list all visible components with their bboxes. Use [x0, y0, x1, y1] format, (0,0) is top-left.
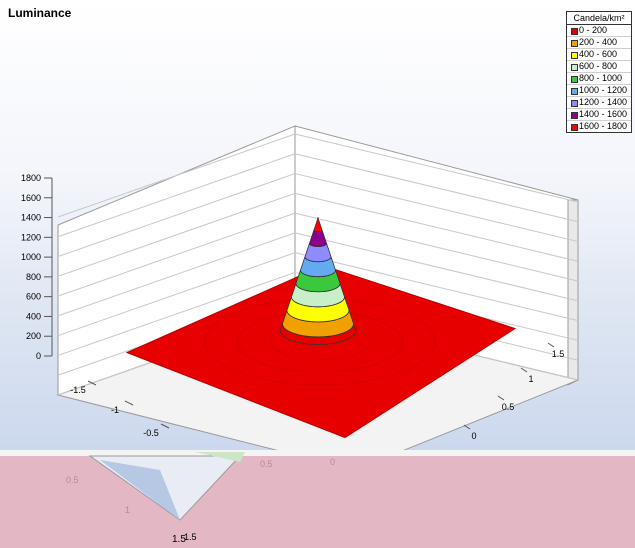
- z-tick-label: 400: [26, 311, 41, 321]
- legend-label: 800 - 1000: [579, 73, 623, 83]
- grid-line-left: [57, 153, 296, 238]
- legend-item: 400 - 600: [567, 48, 631, 60]
- glitch-label: 1.5: [184, 532, 197, 542]
- x-tick-mark: [87, 380, 97, 386]
- legend-label: 1400 - 1600: [579, 109, 628, 119]
- z-tick-label: 1000: [21, 252, 41, 262]
- legend-item: 1200 - 1400: [567, 96, 631, 108]
- grid-line-left: [57, 252, 296, 337]
- legend-swatch: [571, 124, 578, 131]
- z-tick-label: 1400: [21, 213, 41, 223]
- legend-label: 600 - 800: [579, 61, 618, 71]
- glitch-label: 0.5: [260, 459, 273, 469]
- legend-swatch: [571, 100, 578, 107]
- surface-band: [313, 216, 323, 232]
- legend-label: 1000 - 1200: [579, 85, 628, 95]
- y-tick-mark: [520, 367, 528, 373]
- x-tick-label: -1: [111, 405, 119, 415]
- legend-label: 1600 - 1800: [579, 121, 628, 131]
- glitch-band: [0, 450, 635, 548]
- z-tick-label: 1800: [21, 173, 41, 183]
- legend-title: Candela/km²: [567, 12, 631, 25]
- z-tick-label: 600: [26, 292, 41, 302]
- legend-swatch: [571, 40, 578, 47]
- y-tick-label: 1: [528, 374, 533, 384]
- glitch-label: 1.5: [172, 534, 186, 545]
- z-tick-label: 800: [26, 272, 41, 282]
- legend-item: 1600 - 1800: [567, 120, 631, 132]
- grid-line-right: [294, 153, 579, 223]
- legend-item: 600 - 800: [567, 60, 631, 72]
- legend-swatch: [571, 52, 578, 59]
- surface-cap: [317, 217, 319, 219]
- grid-line-left: [57, 271, 296, 356]
- grid-line-left: [57, 212, 296, 297]
- surface-base: [125, 264, 517, 439]
- y-tick-label: 0.5: [502, 402, 515, 412]
- x-tick-mark: [124, 400, 134, 406]
- glitch-floor-fragment: [100, 460, 180, 520]
- glitch-labels: 1.51.5 0.5 1 0.5 0: [66, 457, 335, 545]
- legend: Candela/km² 0 - 200 200 - 400 400 - 600 600…: [566, 11, 632, 133]
- axis-ticks: 1800 1600 1400 1200 1000 800 600 400 200 0 -1.5 -1 -…: [21, 173, 564, 441]
- glitch-strip-top: [0, 450, 635, 456]
- legend-label: 400 - 600: [579, 49, 618, 59]
- grid-line-left: [57, 192, 296, 277]
- grid-line-left: [57, 173, 296, 258]
- legend-label: 200 - 400: [579, 37, 618, 47]
- legend-swatch: [571, 64, 578, 71]
- z-tick-label: 1600: [21, 193, 41, 203]
- legend-swatch: [571, 28, 578, 35]
- legend-swatch: [571, 76, 578, 83]
- legend-swatch: [571, 112, 578, 119]
- luminance-surface: [125, 216, 517, 439]
- y-tick-label: 0: [471, 431, 476, 441]
- z-tick-label: 1200: [21, 232, 41, 242]
- glitch-label: 0: [330, 457, 335, 467]
- rendering-glitch-region: 1.51.5 0.5 1 0.5 0: [0, 450, 635, 548]
- grid-line-left: [57, 232, 296, 317]
- grid-line-right: [294, 252, 579, 322]
- legend-item: 0 - 200: [567, 25, 631, 36]
- grid-line-right: [294, 232, 579, 302]
- legend-item: 200 - 400: [567, 36, 631, 48]
- z-tick-label: 0: [36, 351, 41, 361]
- grid-line-right: [294, 192, 579, 262]
- x-tick-label: -0.5: [143, 428, 159, 438]
- legend-swatch: [571, 88, 578, 95]
- legend-item: 800 - 1000: [567, 72, 631, 84]
- legend-label: 0 - 200: [579, 25, 608, 35]
- z-tick-label: 200: [26, 331, 41, 341]
- y-tick-mark: [547, 342, 555, 348]
- y-tick-mark: [463, 424, 471, 430]
- grid-line-right: [294, 173, 579, 243]
- grid-line-right: [294, 212, 579, 282]
- y-tick-label: 1.5: [552, 349, 565, 359]
- x-tick-label: -1.5: [70, 385, 86, 395]
- legend-item: 1000 - 1200: [567, 84, 631, 96]
- legend-item: 1400 - 1600: [567, 108, 631, 120]
- glitch-label: 0.5: [66, 475, 79, 485]
- wall-side-strip: [567, 199, 579, 386]
- chart-title: Luminance: [8, 6, 72, 20]
- y-tick-mark: [497, 395, 505, 401]
- x-tick-mark: [160, 423, 170, 429]
- grid-line-left: [57, 133, 296, 218]
- legend-label: 1200 - 1400: [579, 97, 628, 107]
- grid-line-right: [294, 133, 579, 203]
- glitch-label: 1: [125, 505, 130, 515]
- glitch-green-fragment: [195, 452, 245, 462]
- legend-rows: 0 - 200 200 - 400 400 - 600 600 - 800 800 - …: [567, 25, 631, 132]
